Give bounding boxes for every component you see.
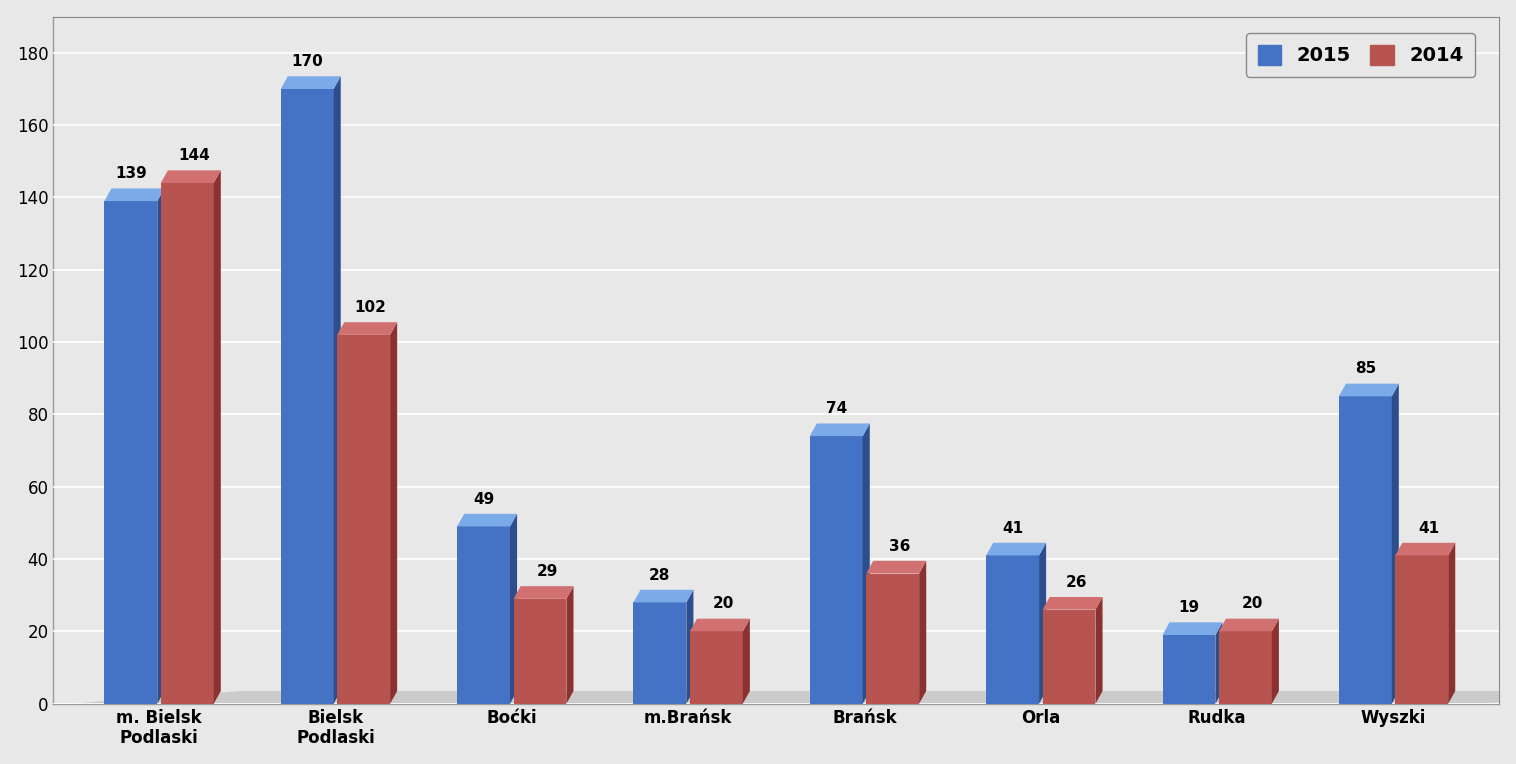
Polygon shape [1339,384,1399,397]
Polygon shape [1272,619,1280,704]
Polygon shape [1043,597,1102,610]
Polygon shape [690,619,750,631]
Text: 28: 28 [649,568,670,582]
Polygon shape [390,322,397,704]
Polygon shape [634,603,687,704]
Polygon shape [1219,631,1272,704]
Polygon shape [690,631,743,704]
Polygon shape [1163,635,1216,704]
Polygon shape [863,423,870,704]
Polygon shape [458,526,509,704]
Polygon shape [105,189,164,201]
Text: 170: 170 [291,54,323,69]
Polygon shape [514,586,573,599]
Polygon shape [514,599,567,704]
Polygon shape [1216,623,1222,704]
Polygon shape [1096,597,1102,704]
Polygon shape [1163,623,1222,635]
Text: 26: 26 [1066,575,1087,590]
Polygon shape [1339,397,1392,704]
Polygon shape [509,514,517,704]
Polygon shape [158,189,164,704]
Polygon shape [280,76,341,89]
Text: 29: 29 [537,564,558,579]
Polygon shape [810,423,870,436]
Text: 36: 36 [888,539,911,554]
Text: 144: 144 [179,148,211,163]
Polygon shape [337,322,397,335]
Polygon shape [743,619,750,704]
Text: 74: 74 [826,401,847,416]
Text: 85: 85 [1355,361,1377,377]
Text: 49: 49 [473,491,494,507]
Polygon shape [866,561,926,574]
Polygon shape [1043,610,1096,704]
Legend: 2015, 2014: 2015, 2014 [1246,34,1475,77]
Polygon shape [337,335,390,704]
Polygon shape [987,555,1038,704]
Polygon shape [866,574,919,704]
Text: 20: 20 [713,597,734,611]
Polygon shape [71,691,1516,704]
Polygon shape [1448,542,1455,704]
Polygon shape [1392,384,1399,704]
Text: 19: 19 [1178,600,1199,615]
Polygon shape [634,590,693,603]
Text: 20: 20 [1242,597,1263,611]
Polygon shape [810,436,863,704]
Polygon shape [1395,555,1448,704]
Polygon shape [1395,542,1455,555]
Polygon shape [919,561,926,704]
Text: 102: 102 [355,300,387,315]
Polygon shape [687,590,693,704]
Text: 139: 139 [115,167,147,181]
Text: 41: 41 [1002,520,1023,536]
Polygon shape [105,201,158,704]
Polygon shape [458,514,517,526]
Text: 41: 41 [1419,520,1439,536]
Polygon shape [1219,619,1280,631]
Polygon shape [280,89,334,704]
Polygon shape [567,586,573,704]
Polygon shape [161,170,221,183]
Polygon shape [214,170,221,704]
Polygon shape [987,542,1046,555]
Polygon shape [1038,542,1046,704]
Polygon shape [334,76,341,704]
Polygon shape [161,183,214,704]
